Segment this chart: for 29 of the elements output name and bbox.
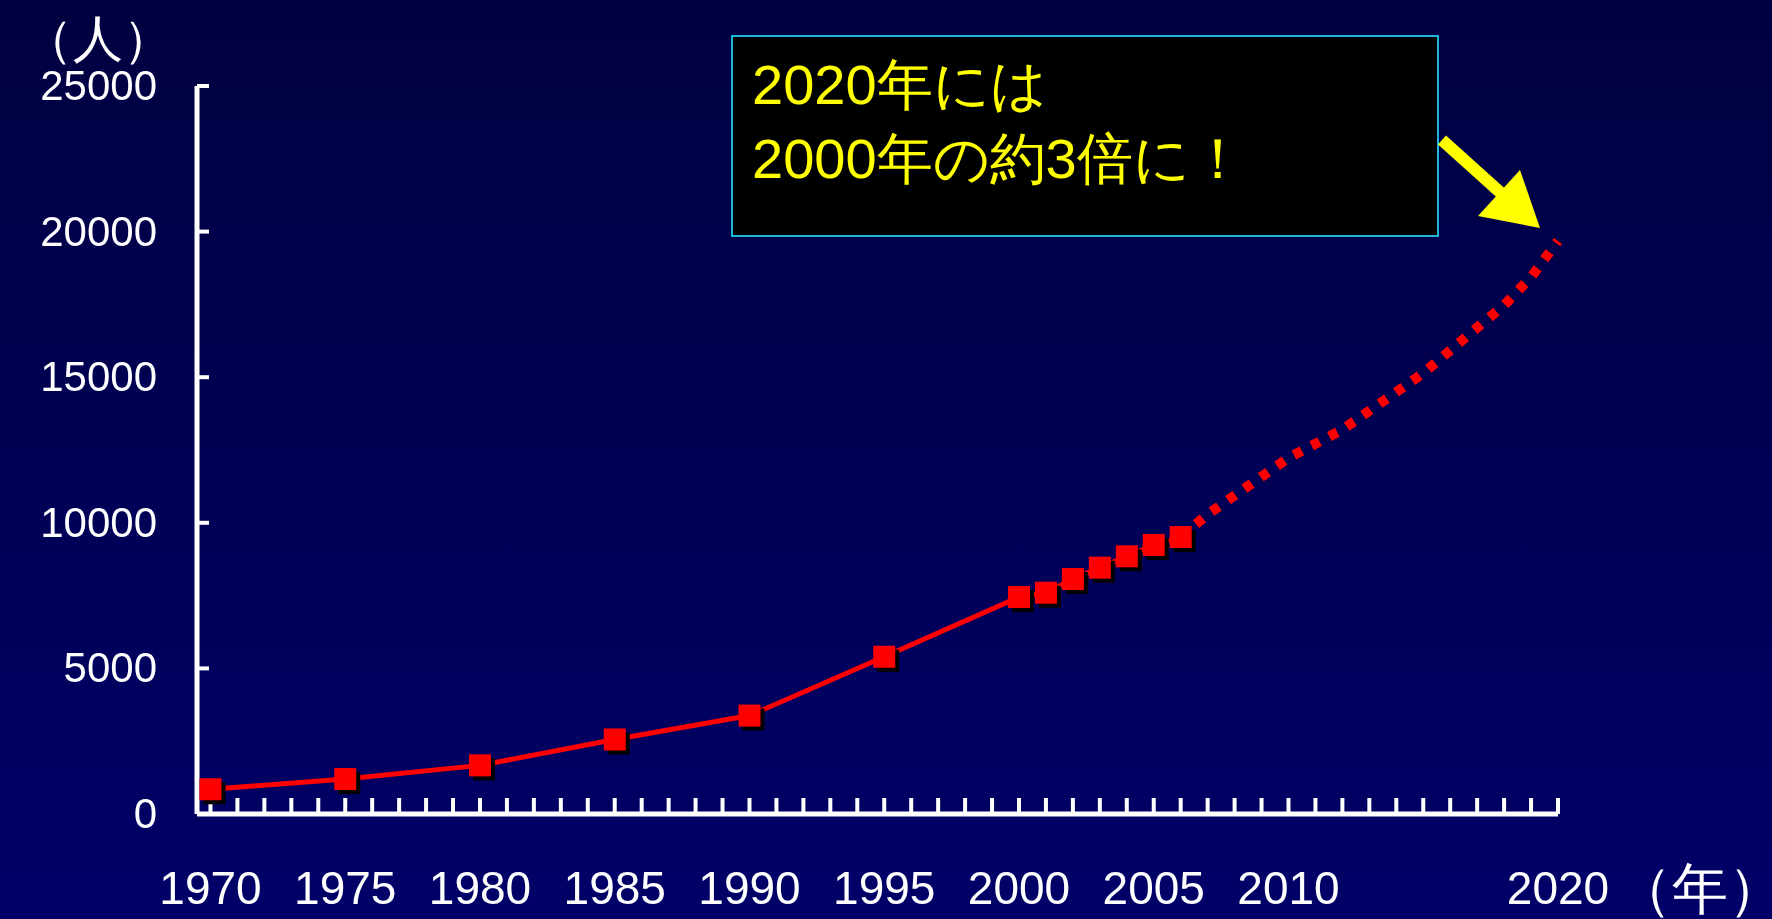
point: [1142, 533, 1165, 556]
point: [468, 754, 491, 777]
point: [1007, 586, 1030, 609]
y-tick-label: 10000: [40, 498, 157, 546]
x-tick-label: 2020: [1506, 862, 1610, 914]
x-tick-label: 1970: [159, 862, 262, 914]
point: [1061, 568, 1084, 590]
point: [603, 728, 626, 751]
point: [1088, 556, 1111, 579]
x-tick-label: 2000: [967, 862, 1071, 914]
x-tick-label: 1985: [563, 862, 666, 914]
x-tick-label: 2005: [1102, 862, 1205, 914]
y-tick-label: 5000: [63, 644, 157, 692]
point: [1034, 581, 1057, 604]
x-axis-title: （年）: [1616, 857, 1772, 919]
point: [1115, 545, 1138, 568]
point: [199, 778, 222, 801]
x-tick-label: 1995: [833, 862, 936, 914]
y-tick-label: 15000: [40, 353, 157, 401]
annotation: 2020年には 2000年の約3倍に！: [752, 53, 1246, 190]
point: [738, 704, 761, 727]
y-tick-label: 0: [133, 790, 157, 837]
x-tick-label: 1975: [294, 862, 397, 914]
point: [334, 768, 357, 791]
x-tick-label: 1980: [428, 862, 532, 914]
x-tick-label: 2010: [1237, 862, 1340, 914]
point: [873, 645, 896, 668]
x-tick-label: 1990: [698, 862, 801, 914]
y-tick-label: 20000: [40, 207, 157, 255]
